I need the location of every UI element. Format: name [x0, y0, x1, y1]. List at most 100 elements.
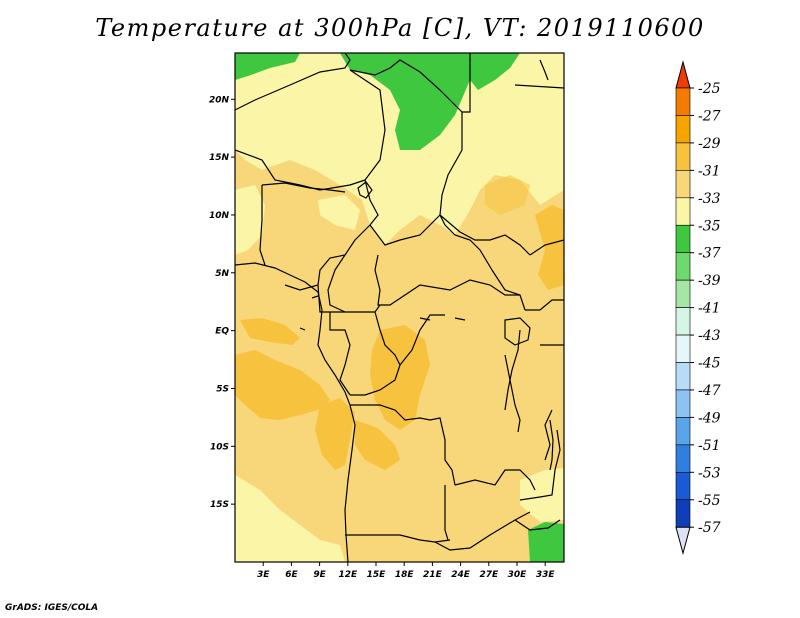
colorbar-swatch — [675, 334, 691, 363]
border-zimbabwe — [514, 519, 561, 531]
lon-tick-label: 33E — [536, 570, 556, 580]
border-lake-chad — [357, 181, 373, 199]
country-borders — [235, 53, 564, 562]
border-libya-chad — [349, 59, 463, 113]
colorbar-label: -47 — [698, 383, 721, 399]
border-gabon-congo — [329, 312, 351, 396]
colorbar-label: -31 — [698, 163, 721, 179]
border-chad-sudan — [439, 112, 493, 271]
colorbar-swatch — [675, 307, 691, 336]
border-cameroon-car — [327, 254, 346, 313]
lat-tick-label: EQ — [215, 327, 229, 337]
grads-credit: GrADS: IGES/COLA — [5, 603, 99, 613]
colorbar-label: -43 — [698, 328, 721, 344]
colorbar-label: -51 — [698, 438, 721, 454]
border-west-coast — [235, 262, 356, 562]
border-egypt-line — [514, 84, 564, 89]
border-sudan-ss — [439, 214, 531, 256]
border-ss-drc — [491, 269, 526, 311]
colorbar-swatch — [675, 87, 691, 116]
colorbar-swatch — [675, 115, 691, 144]
lon-tick-label: 12E — [338, 570, 358, 580]
field-green-ne — [470, 53, 520, 90]
lat-tick-label: 5S — [216, 384, 229, 394]
lon-tick-label: 21E — [423, 570, 443, 580]
border-car-chad — [369, 214, 441, 246]
colorbar-swatch — [675, 170, 691, 199]
lon-tick-label: 9E — [313, 570, 326, 580]
border-islands — [299, 295, 466, 331]
field-orange-east — [535, 205, 564, 290]
colorbar-label: -41 — [698, 301, 721, 317]
field-green-se — [528, 522, 564, 562]
lon-tick-label: 15E — [367, 570, 387, 580]
chart-title: Temperature at 300hPa [C], VT: 201911060… — [95, 14, 705, 42]
map-frame — [234, 52, 565, 563]
colorbar-label: -27 — [698, 108, 721, 124]
colorbar-label: -25 — [698, 81, 721, 97]
colorbar-bottom-arrow — [675, 526, 691, 556]
colorbar-label: -49 — [698, 410, 721, 426]
border-nigeria-west — [259, 185, 266, 266]
colorbar-swatch — [675, 417, 691, 446]
field-orange-east2 — [485, 175, 530, 215]
border-nigeria-niger — [261, 182, 346, 193]
colorbar-swatch — [675, 224, 691, 254]
longitude-axis: 3E 6E 9E 12E 15E 18E 21E 24E 27E 30E 33E — [257, 562, 555, 580]
border-ethiopia — [529, 239, 564, 256]
border-east-rift — [504, 329, 521, 411]
colorbar-label: -33 — [698, 191, 721, 207]
field-light-center — [318, 195, 360, 230]
field-orange-congo — [370, 325, 430, 430]
colorbar-label: -37 — [698, 246, 721, 262]
border-lake-tanganyika — [504, 354, 521, 433]
colorbar-swatch — [675, 252, 691, 281]
colorbar-label: -35 — [698, 218, 721, 234]
lat-tick-label: 5N — [215, 269, 229, 279]
field-orange-coast — [240, 318, 300, 345]
field-green-north — [235, 53, 300, 80]
lon-tick-label: 30E — [508, 570, 528, 580]
colorbar-swatch — [675, 197, 691, 226]
colorbar: -25 -27 -29 -31 -33 -35 -37 -39 -41 -43 -45 -47 -49 -… — [675, 60, 721, 556]
border-malawi — [544, 409, 553, 461]
colorbar-label: -29 — [698, 136, 721, 152]
border-uganda-kenya — [525, 299, 564, 311]
lat-tick-label: 10N — [209, 211, 230, 221]
colorbar-label: -39 — [698, 273, 721, 289]
border-niger-chad — [349, 69, 386, 226]
field-light-north — [235, 53, 564, 245]
lat-tick-label: 15S — [210, 500, 229, 510]
lat-tick-label: 15N — [209, 153, 230, 163]
colorbar-label: -45 — [698, 356, 721, 372]
temperature-field — [235, 53, 564, 562]
colorbar-swatch — [675, 389, 691, 418]
colorbar-label: -57 — [698, 520, 721, 536]
border-algeria-libya — [235, 53, 351, 111]
lat-tick-label: 20N — [209, 95, 230, 105]
colorbar-swatch — [675, 444, 691, 473]
colorbar-label: -55 — [698, 493, 721, 509]
colorbar-swatch — [675, 279, 691, 308]
colorbar-swatch — [675, 362, 691, 391]
border-lake-victoria — [504, 317, 531, 346]
latitude-axis: 20N 15N 10N 5N EQ 5S 10S 15S — [209, 95, 235, 510]
field-green-libya — [340, 53, 470, 150]
lon-tick-label: 6E — [285, 570, 298, 580]
lon-tick-label: 18E — [395, 570, 415, 580]
border-angola-zambia — [444, 485, 449, 541]
border-egypt-sudan — [462, 53, 471, 113]
colorbar-label: -53 — [698, 465, 721, 481]
colorbar-swatch — [675, 499, 691, 528]
border-drc-inner — [399, 314, 445, 366]
border-cameroon-south — [317, 284, 381, 313]
field-orange-south — [315, 398, 355, 470]
border-car-south — [374, 254, 520, 306]
field-orange-angola — [355, 420, 400, 470]
border-mali-niger — [235, 149, 366, 191]
field-light-south — [235, 475, 345, 562]
field-orange-west — [235, 350, 330, 420]
border-lake-malawi — [549, 419, 554, 471]
border-mozambique — [519, 429, 561, 501]
